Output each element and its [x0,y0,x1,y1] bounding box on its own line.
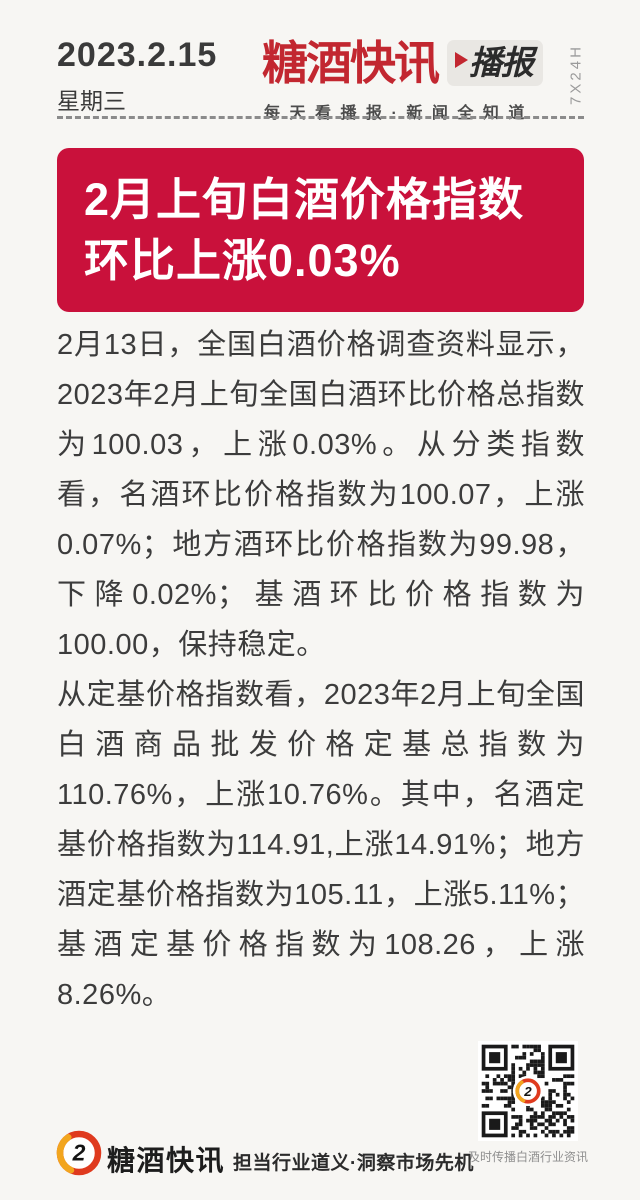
article-paragraph-2: 从定基价格指数看，2023年2月上旬全国白酒商品批发价格定基总指数为110.76… [57,679,585,1011]
broadcast-badge-label: 播报 [469,43,534,81]
qr-code-image: 2 [478,1041,578,1141]
header-brand: 糖酒快讯 播报 [262,34,543,92]
qr-code: 2 及时传播白酒行业资讯 [468,1041,588,1165]
brand-logo: 糖酒快讯 [262,37,440,89]
svg-text:2: 2 [523,1084,532,1099]
weekday-label: 星期三 [57,88,126,114]
headline-line1: 2月上旬白酒价格指数 [84,174,525,225]
headline-line2: 环比上涨0.03% [84,235,401,286]
vertical-247-label: 7X24H [567,44,585,105]
headline-banner: 2月上旬白酒价格指数 环比上涨0.03% [57,148,584,312]
broadcast-badge: 播报 [447,40,543,86]
header-tagline: 每天看播报·新闻全知道 [264,105,534,122]
date-label: 2023.2.15 [57,36,218,74]
brand-mark-icon: 2 [56,1130,102,1176]
footer-brand-name: 糖酒快讯 [107,1145,226,1176]
play-icon [455,52,468,68]
article-body: 2月13日，全国白酒价格调查资料显示，2023年2月上旬全国白酒环比价格总指数为… [57,320,585,1020]
brand-mark-glyph: 2 [72,1140,86,1166]
footer-slogan: 担当行业道义·洞察市场先机 [233,1153,474,1174]
dashed-divider [57,116,584,119]
article-paragraph-1: 2月13日，全国白酒价格调查资料显示，2023年2月上旬全国白酒环比价格总指数为… [57,329,585,661]
qr-caption: 及时传播白酒行业资讯 [468,1150,589,1164]
